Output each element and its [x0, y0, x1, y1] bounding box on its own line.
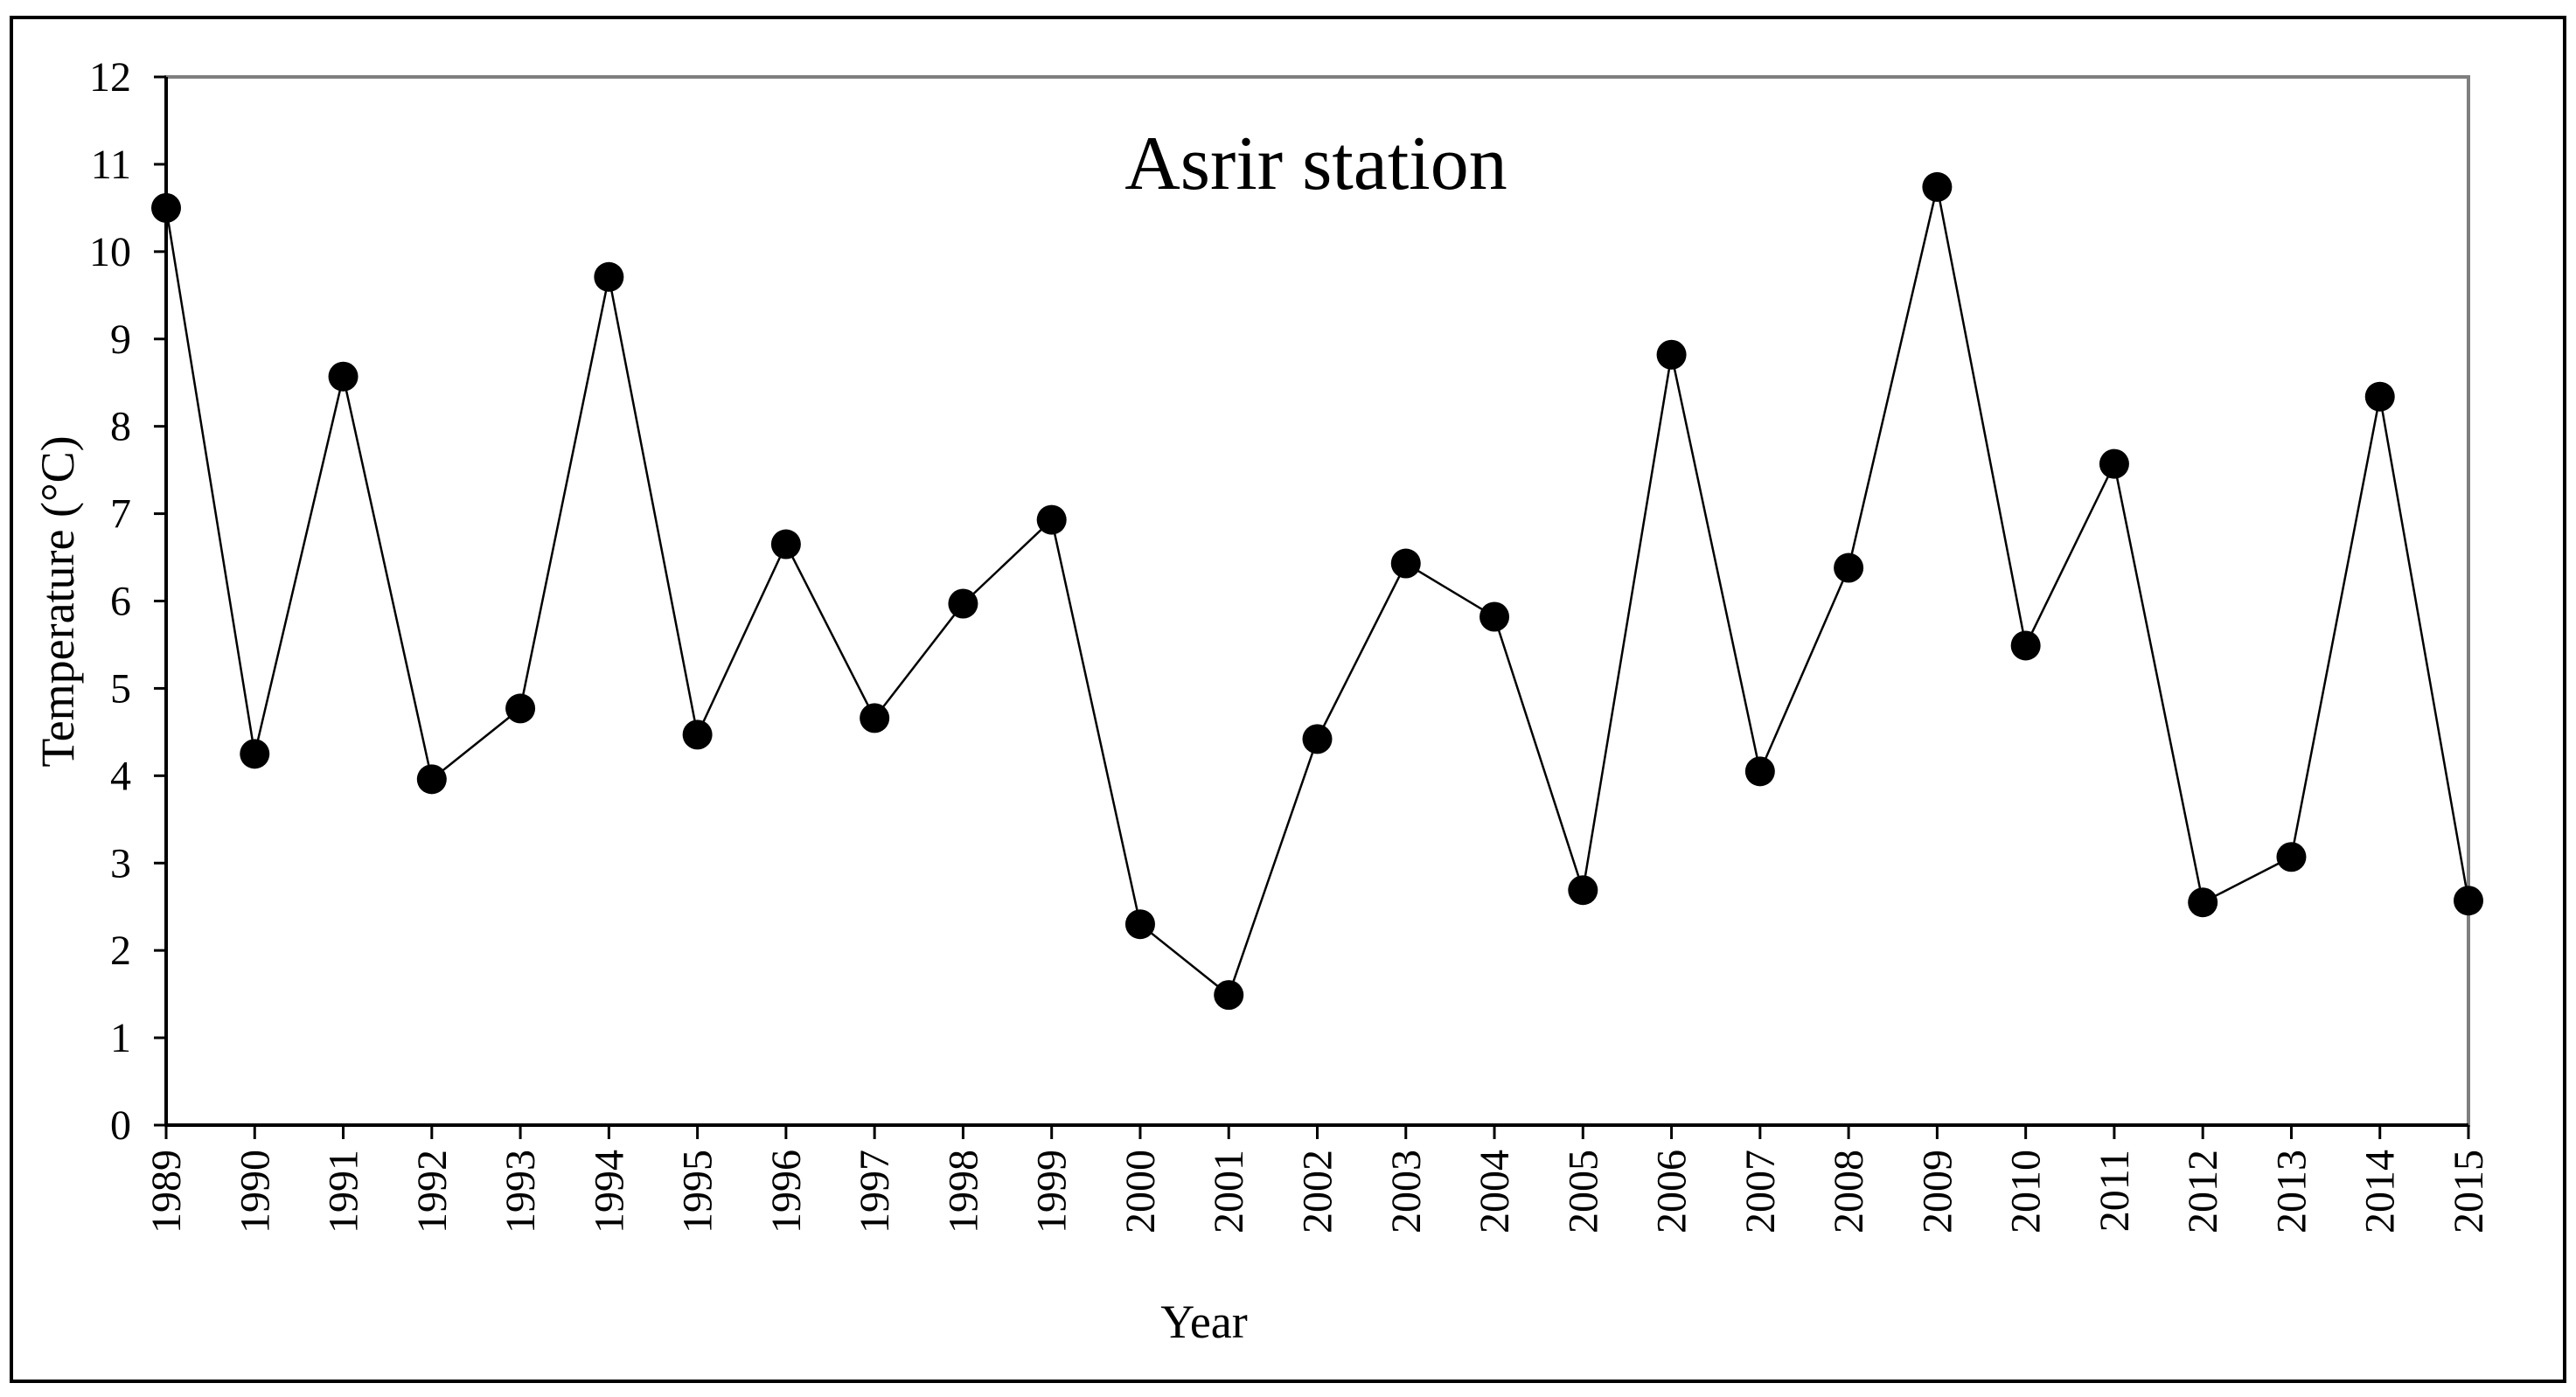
- data-point: [2454, 886, 2483, 916]
- x-tick-label: 2004: [1472, 1150, 1518, 1234]
- data-point: [1214, 980, 1244, 1011]
- x-tick-label: 1990: [232, 1150, 278, 1234]
- data-point: [240, 739, 270, 769]
- x-tick-label: 2005: [1560, 1150, 1606, 1234]
- data-point: [682, 719, 713, 750]
- data-point: [594, 261, 624, 292]
- data-point: [2010, 630, 2041, 661]
- x-tick-label: 1991: [321, 1150, 367, 1234]
- data-point: [505, 693, 536, 724]
- x-tick-label: 2007: [1737, 1150, 1784, 1234]
- x-tick-label: 2008: [1826, 1150, 1872, 1234]
- x-tick-label: 1995: [675, 1150, 721, 1234]
- y-tick-label: 2: [110, 928, 131, 974]
- data-point: [1390, 548, 1421, 579]
- y-tick-label: 3: [110, 840, 131, 886]
- series-group: [151, 171, 2483, 1011]
- data-point: [1568, 875, 1598, 906]
- data-point: [151, 192, 181, 223]
- x-tick-label: 1994: [586, 1150, 632, 1234]
- y-tick-label: 10: [89, 229, 131, 275]
- y-tick-label: 5: [110, 665, 131, 712]
- data-point: [1036, 504, 1067, 535]
- x-tick-label: 2012: [2180, 1150, 2226, 1234]
- x-axis-label: Year: [1160, 1296, 1248, 1348]
- y-tick-label: 1: [110, 1015, 131, 1061]
- data-point: [1834, 553, 1864, 583]
- data-point: [1479, 601, 1510, 632]
- x-tick-label: 2006: [1649, 1150, 1695, 1234]
- data-point: [416, 764, 447, 795]
- data-point: [1302, 724, 1333, 754]
- data-point: [770, 529, 801, 559]
- data-point: [1124, 909, 1155, 940]
- y-tick-label: 12: [89, 54, 131, 101]
- data-point: [2099, 448, 2129, 479]
- data-point: [2276, 842, 2307, 872]
- data-point: [328, 361, 359, 392]
- y-tick-label: 4: [110, 753, 131, 799]
- y-tick-label: 6: [110, 579, 131, 625]
- x-tick-label: 1993: [498, 1150, 544, 1234]
- outer-frame: [10, 16, 2566, 1383]
- x-tick-label: 1992: [409, 1150, 456, 1234]
- x-tick-label: 2009: [1914, 1150, 1960, 1234]
- data-point: [2188, 887, 2218, 918]
- data-point: [860, 703, 890, 733]
- y-tick-label: 8: [110, 404, 131, 450]
- x-tick-label: 2014: [2357, 1150, 2404, 1234]
- y-tick-label: 0: [110, 1102, 131, 1149]
- x-tick-label: 2010: [2003, 1150, 2050, 1234]
- x-tick-label: 1996: [763, 1150, 810, 1234]
- x-tick-label: 2003: [1383, 1150, 1430, 1234]
- x-tick-label: 2002: [1295, 1150, 1341, 1234]
- x-tick-label: 2000: [1117, 1150, 1164, 1234]
- x-tick-label: 1999: [1029, 1150, 1076, 1234]
- x-tick-label: 1998: [940, 1150, 986, 1234]
- data-point: [2364, 381, 2395, 412]
- x-tick-label: 2001: [1206, 1150, 1252, 1234]
- y-axis-label: Temperature (°C): [31, 435, 84, 767]
- x-tick-label: 2011: [2092, 1150, 2138, 1232]
- chart-title: Asrir station: [1124, 122, 1507, 206]
- data-point: [1656, 339, 1687, 370]
- y-tick-label: 11: [91, 142, 131, 188]
- data-point: [1744, 756, 1775, 787]
- y-tick-label: 9: [110, 316, 131, 363]
- x-tick-label: 1989: [143, 1150, 190, 1234]
- y-tick-label: 7: [110, 491, 131, 538]
- x-tick-label: 2015: [2446, 1150, 2492, 1234]
- x-tick-label: 1997: [852, 1150, 898, 1234]
- data-point: [1922, 171, 1953, 202]
- x-tick-label: 2013: [2268, 1150, 2315, 1234]
- data-point: [948, 588, 978, 619]
